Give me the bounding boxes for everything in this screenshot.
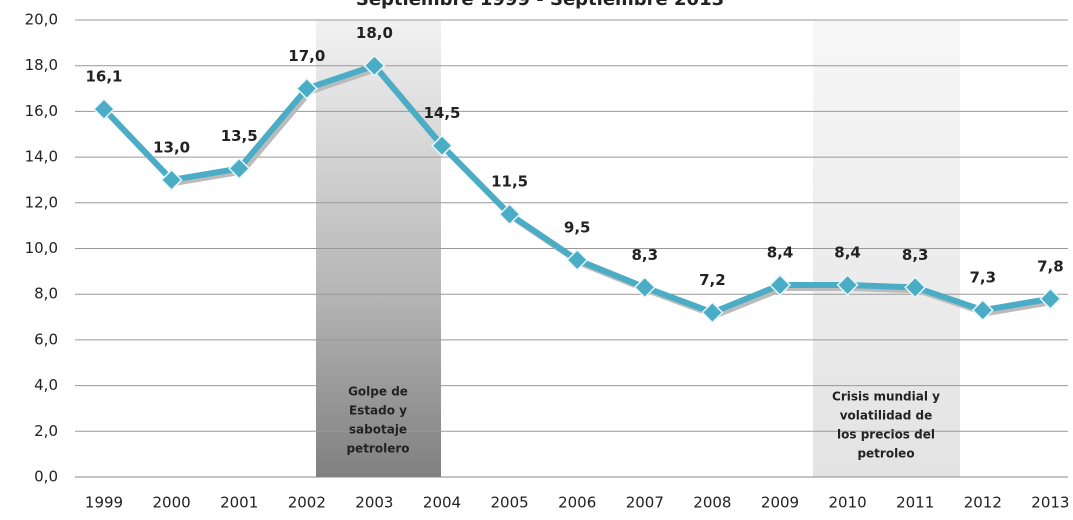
y-tick-label: 6,0 <box>34 330 58 348</box>
point-marker <box>498 203 521 226</box>
data-label: 7,8 <box>1037 257 1064 275</box>
annotation: petroleo <box>857 447 914 461</box>
point-marker <box>701 301 724 324</box>
data-label: 7,3 <box>970 269 997 287</box>
annotation: petrolero <box>346 442 409 456</box>
x-tick-label: 2001 <box>220 494 258 512</box>
data-label: 8,3 <box>902 246 929 264</box>
y-tick-label: 18,0 <box>25 56 58 74</box>
point-marker <box>363 54 386 77</box>
point-marker <box>768 273 792 297</box>
x-tick-label: 2011 <box>896 494 934 512</box>
data-label: 16,1 <box>85 68 122 86</box>
annotation: Golpe de <box>348 385 408 399</box>
x-tick-label: 2009 <box>761 494 799 512</box>
annotation: los precios del <box>837 428 935 442</box>
data-label: 17,0 <box>288 47 325 65</box>
point-marker <box>1039 287 1062 310</box>
data-label: 8,4 <box>834 244 861 262</box>
point-marker <box>228 157 251 180</box>
chart-title: Septiembre 1999 - Septiembre 2013 <box>356 0 724 10</box>
data-label: 8,4 <box>767 244 794 262</box>
data-label: 11,5 <box>491 173 528 191</box>
x-tick-label: 2002 <box>288 494 326 512</box>
point-marker <box>92 98 116 121</box>
x-tick-label: 2003 <box>355 494 393 512</box>
y-tick-label: 2,0 <box>34 422 58 440</box>
y-tick-label: 10,0 <box>25 239 58 257</box>
x-tick-label: 2004 <box>423 494 461 512</box>
x-tick-label: 1999 <box>85 494 123 512</box>
y-tick-label: 20,0 <box>25 11 58 29</box>
x-tick-label: 2005 <box>491 494 529 512</box>
data-label: 14,5 <box>423 104 460 122</box>
y-tick-label: 14,0 <box>25 148 58 166</box>
x-tick-label: 2008 <box>693 494 731 512</box>
annotation: Crisis mundial y <box>832 390 940 404</box>
point-marker <box>904 276 927 299</box>
data-label: 7,2 <box>699 271 726 289</box>
annotation: sabotaje <box>349 423 407 437</box>
point-marker <box>836 273 859 297</box>
y-tick-label: 4,0 <box>34 376 58 394</box>
data-label: 13,0 <box>153 138 190 156</box>
y-tick-label: 0,0 <box>34 468 58 486</box>
point-marker <box>566 248 589 271</box>
point-marker <box>160 168 183 192</box>
x-tick-label: 2006 <box>558 494 596 512</box>
x-tick-label: 2013 <box>1031 494 1069 512</box>
point-marker <box>430 134 454 157</box>
y-tick-label: 8,0 <box>34 285 58 303</box>
point-marker <box>971 299 994 322</box>
annotation: Estado y <box>349 404 407 418</box>
data-label: 9,5 <box>564 218 591 236</box>
x-tick-label: 2012 <box>964 494 1002 512</box>
data-label: 18,0 <box>356 24 393 42</box>
point-marker <box>633 276 656 299</box>
x-tick-label: 2007 <box>626 494 664 512</box>
y-tick-label: 16,0 <box>25 102 58 120</box>
data-label: 13,5 <box>221 127 258 145</box>
y-tick-label: 12,0 <box>25 193 58 211</box>
x-tick-label: 2010 <box>829 494 867 512</box>
annotation: volatilidad de <box>840 409 933 423</box>
x-tick-label: 2000 <box>153 494 191 512</box>
data-label: 8,3 <box>632 246 659 264</box>
point-marker <box>295 77 318 100</box>
